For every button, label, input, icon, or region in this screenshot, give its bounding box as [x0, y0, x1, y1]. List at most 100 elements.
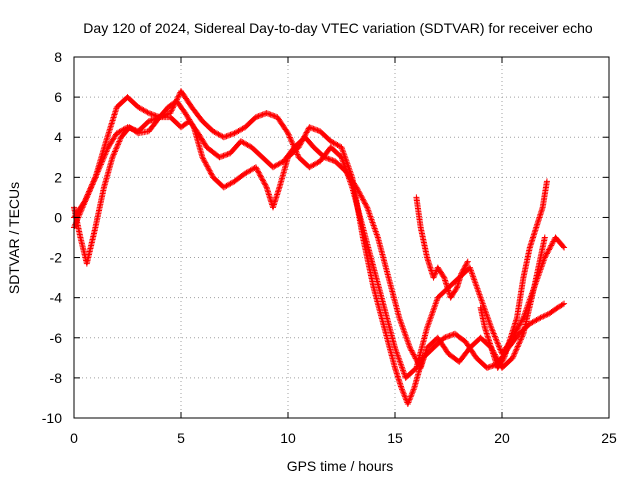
data-point-fill	[255, 168, 262, 175]
data-point-fill	[288, 137, 295, 144]
data-point-fill	[131, 126, 138, 133]
data-point-fill	[84, 192, 91, 199]
data-point-fill	[463, 261, 470, 268]
data-point-fill	[175, 93, 182, 100]
data-point-fill	[459, 267, 466, 274]
data-point-fill	[543, 251, 550, 258]
data-point-fill	[545, 247, 552, 254]
data-point-fill	[516, 322, 523, 329]
data-point-fill	[407, 346, 414, 353]
data-point-fill	[328, 156, 335, 163]
data-point	[404, 400, 411, 407]
data-point-fill	[548, 242, 555, 249]
data-point-fill	[222, 133, 229, 140]
series-track-b	[71, 114, 548, 371]
data-point-fill	[491, 331, 498, 338]
data-point-fill	[129, 126, 136, 133]
data-point-fill	[543, 250, 550, 257]
data-point-fill	[163, 111, 170, 118]
data-point-fill	[400, 389, 407, 396]
data-point-fill	[401, 392, 408, 399]
data-point-fill	[517, 337, 524, 344]
data-point-fill	[497, 346, 504, 353]
data-point-fill	[259, 176, 266, 183]
data-point-fill	[90, 178, 97, 185]
grid-layer	[74, 57, 609, 418]
data-point-fill	[169, 106, 176, 113]
data-point-fill	[259, 111, 266, 118]
plot-frame	[73, 56, 610, 419]
data-point-fill	[549, 239, 556, 246]
data-point	[306, 124, 313, 131]
y-tick-label: 8	[54, 49, 62, 65]
data-point-fill	[254, 166, 261, 173]
data-point-fill	[408, 392, 415, 399]
data-point	[541, 234, 548, 241]
data-point-fill	[159, 113, 166, 120]
data-point-fill	[540, 313, 547, 320]
data-point-fill	[288, 138, 295, 145]
data-point-fill	[559, 301, 566, 308]
data-point-fill	[541, 312, 548, 319]
data-point-fill	[360, 197, 367, 204]
data-point-fill	[261, 180, 268, 187]
data-point	[156, 114, 163, 121]
y-axis-label: SDTVAR / TECUs	[6, 182, 22, 294]
data-point-fill	[515, 342, 522, 349]
data-point-fill	[260, 111, 267, 118]
data-point-fill	[512, 347, 519, 354]
data-point-fill	[443, 333, 450, 340]
data-point-fill	[514, 325, 521, 332]
data-point-fill	[409, 348, 416, 355]
data-point-fill	[169, 104, 176, 111]
data-point-fill	[500, 356, 507, 363]
data-point-fill	[362, 201, 369, 208]
data-point-fill	[286, 134, 293, 141]
data-point-fill	[86, 188, 93, 195]
data-point-fill	[493, 337, 500, 344]
data-point-fill	[311, 126, 318, 133]
data-point	[124, 124, 131, 131]
y-tick-label: -2	[50, 250, 63, 266]
data-point-fill	[293, 150, 300, 157]
data-point-fill	[286, 133, 293, 140]
data-point-fill	[488, 363, 495, 370]
data-point-fill	[113, 145, 120, 152]
data-point-fill	[114, 142, 121, 149]
data-point-fill	[221, 152, 228, 159]
data-point-fill	[496, 343, 503, 350]
data-point-fill	[257, 172, 264, 179]
chart-title: Day 120 of 2024, Sidereal Day-to-day VTE…	[83, 20, 593, 36]
data-point-fill	[115, 139, 122, 146]
data-point-fill	[267, 111, 274, 118]
data-point	[458, 270, 465, 277]
data-point-fill	[74, 217, 81, 224]
data-point-fill	[291, 145, 298, 152]
data-point-fill	[293, 148, 300, 155]
data-point-fill	[401, 393, 408, 400]
data-point-fill	[329, 157, 336, 164]
y-tick-label: 0	[54, 209, 62, 225]
x-tick-label: 25	[601, 430, 617, 446]
data-point-fill	[492, 334, 499, 341]
series-track-d	[413, 194, 471, 301]
data-point-fill	[161, 112, 168, 119]
data-point-fill	[356, 189, 363, 196]
data-point-fill	[149, 116, 156, 123]
data-point	[220, 134, 227, 141]
data-point-fill	[294, 151, 301, 158]
data-point-fill	[491, 333, 498, 340]
data-point-fill	[256, 112, 263, 119]
data-point-fill	[546, 246, 553, 253]
data-point-fill	[148, 111, 155, 118]
data-point	[561, 300, 568, 307]
data-point-fill	[516, 321, 523, 328]
data-point-fill	[518, 317, 525, 324]
data-point-fill	[407, 395, 414, 402]
data-point	[430, 274, 437, 281]
data-point-fill	[202, 160, 209, 167]
data-point-fill	[268, 112, 275, 119]
x-tick-label: 0	[70, 430, 78, 446]
data-point-fill	[168, 107, 175, 114]
data-point-fill	[518, 335, 525, 342]
